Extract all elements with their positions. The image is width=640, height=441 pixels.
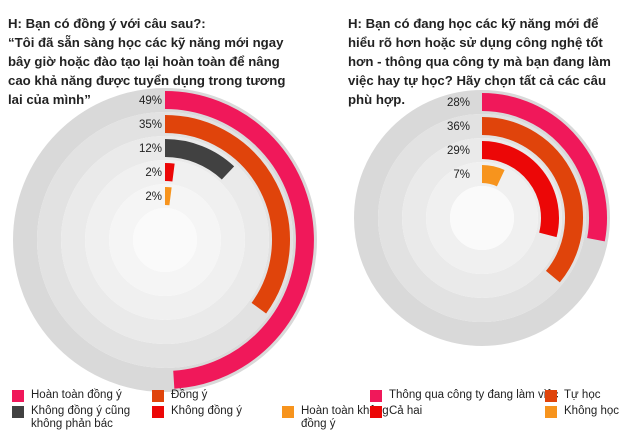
legend-swatch [152, 390, 164, 402]
legend-label: Đồng ý [171, 389, 208, 401]
value-label: 49% [139, 95, 162, 107]
value-label: 28% [447, 97, 470, 109]
ring-bar [481, 117, 583, 283]
legend-item: Cả hai [370, 405, 422, 418]
ring-bar [164, 163, 175, 182]
inner-disc [450, 186, 514, 250]
legend-swatch [282, 406, 294, 418]
inner-disc [133, 208, 197, 272]
legend-swatch [152, 406, 164, 418]
legend-swatch [545, 406, 557, 418]
question-text-left: H: Bạn có đồng ý với câu sau?: “Tôi đã s… [8, 14, 316, 109]
value-label: 12% [139, 143, 162, 155]
value-label: 2% [145, 167, 162, 179]
value-label: 7% [453, 169, 470, 181]
question-line: H: Bạn có đồng ý với câu sau?: [8, 16, 206, 31]
ring-bar [164, 91, 314, 389]
legend-item: Không đồng ý [152, 405, 242, 418]
legend-item: Hoàn toàn đồng ý [12, 389, 122, 402]
legend-label: Không học [564, 405, 619, 417]
legend-label: Thông qua công ty đang làm việc [389, 389, 559, 401]
question-line: việc hay tự học? Hãy chọn tất cả các câu [348, 73, 607, 88]
legend-swatch [12, 406, 24, 418]
legend-item: Tự học [545, 389, 600, 402]
radial-bar-chart-right: 28% 36% 29% 7% [354, 90, 610, 346]
legend-label: Tự học [564, 389, 601, 401]
ring-bar [164, 139, 235, 180]
chart-panel-left: H: Bạn có đồng ý với câu sau?: “Tôi đã s… [8, 14, 389, 431]
ring-bar [481, 165, 505, 187]
question-line: hơn - thông qua công ty mà bạn đang làm [348, 54, 611, 69]
question-line: cao khả năng được tuyển dụng trong tương [8, 73, 286, 88]
value-label: 2% [145, 191, 162, 203]
question-line: hiểu rõ hơn hoặc sử dụng công nghệ tốt [348, 35, 603, 50]
ring-bar [481, 141, 559, 238]
ring-bar [481, 93, 607, 242]
question-text-right: H: Bạn có đang học các kỹ năng mới để hi… [348, 14, 620, 109]
ring-bar [164, 115, 290, 314]
legend-item: Thông qua công ty đang làm việc [370, 389, 558, 402]
legend-swatch [370, 390, 382, 402]
legend-label: Hoàn toàn đồng ý [31, 389, 122, 401]
legend-item: Đồng ý [152, 389, 207, 402]
value-label: 36% [447, 121, 470, 133]
legend-label: Hoàn toàn không đồng ý [301, 405, 389, 430]
legend-item: Không đồng ý cũng không phản bác [12, 405, 130, 431]
chart-panel-right: H: Bạn có đang học các kỹ năng mới để hi… [330, 0, 640, 441]
legend-swatch [370, 406, 382, 418]
legend-swatch [12, 390, 24, 402]
value-label: 29% [447, 145, 470, 157]
question-line: lai của mình” [8, 92, 91, 107]
question-line: “Tôi đã sẵn sàng học các kỹ năng mới nga… [8, 35, 284, 50]
question-line: phù hợp. [348, 92, 405, 107]
legend-label: Cả hai [389, 405, 423, 417]
question-line: bây giờ hoặc đào tạo lại hoàn toàn để nâ… [8, 54, 280, 69]
legend-label: Không đồng ý cũng không phản bác [31, 405, 131, 430]
question-line: H: Bạn có đang học các kỹ năng mới để [348, 16, 599, 31]
radial-bar-chart-left: 49% 35% 12% 2% 2% [13, 88, 317, 392]
legend-label: Không đồng ý [171, 405, 242, 417]
value-label: 35% [139, 119, 162, 131]
legend-swatch [545, 390, 557, 402]
legend-item: Hoàn toàn không đồng ý [282, 405, 389, 431]
legend-item: Không học [545, 405, 619, 418]
